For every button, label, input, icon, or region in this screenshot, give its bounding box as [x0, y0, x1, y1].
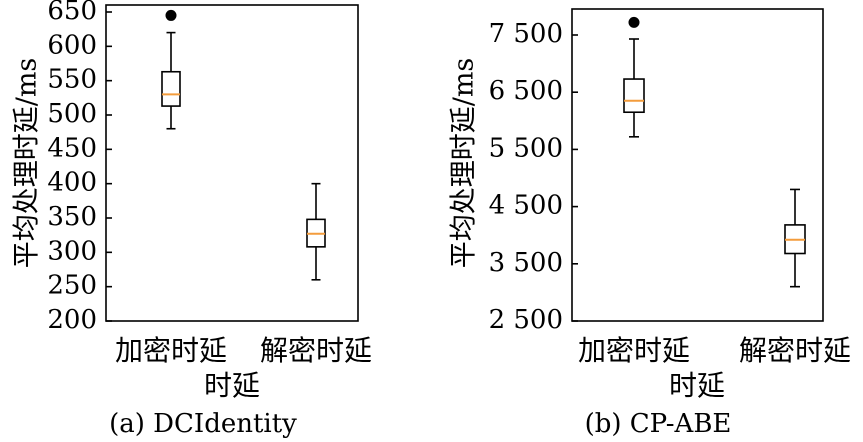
outlier-point [165, 9, 177, 21]
y-tick-label: 650 [47, 0, 97, 26]
y-tick-label: 550 [47, 65, 97, 95]
box-b-2 [784, 188, 806, 288]
y-tick-label: 5 500 [489, 133, 563, 163]
caption-b: (b) CP-ABE [585, 409, 732, 439]
y-tick-label: 3 500 [489, 248, 563, 278]
x-axis-label-b: 时延 [669, 369, 725, 402]
y-tick-label: 400 [47, 168, 97, 198]
y-tick-label: 6 500 [489, 76, 563, 106]
category-label: 加密时延 [115, 334, 227, 367]
y-tick-label: 450 [47, 133, 97, 163]
y-tick-label: 2 500 [489, 305, 563, 335]
caption-a: (a) DCIdentity [109, 409, 297, 439]
y-ticks-b: 2 500 3 500 4 500 5 500 6 500 7 500 [489, 19, 578, 335]
y-tick-label: 250 [47, 271, 97, 301]
y-tick-label: 600 [47, 30, 97, 60]
y-tick-label: 200 [47, 305, 97, 335]
y-tick-label: 500 [47, 99, 97, 129]
x-axis-label-a: 时延 [204, 369, 260, 402]
y-tick-label: 300 [47, 236, 97, 266]
iqr-box [623, 78, 645, 114]
category-label: 解密时延 [260, 334, 372, 367]
y-ticks-a: 200 250 300 350 400 450 500 550 600 650 [47, 0, 112, 335]
y-tick-label: 350 [47, 202, 97, 232]
box-a-2 [306, 182, 326, 281]
boxes-b [623, 16, 806, 288]
plot-frame-b [571, 8, 824, 322]
categories-a: 加密时延 解密时延 [115, 334, 372, 367]
category-label: 解密时延 [739, 334, 851, 367]
y-tick-label: 7 500 [489, 19, 563, 49]
box-a-1 [161, 9, 181, 130]
plot-frame-a [105, 4, 359, 322]
outlier-point [628, 16, 640, 28]
y-tick-label: 4 500 [489, 191, 563, 221]
boxes-a [161, 9, 326, 281]
y-axis-label-a: 平均处理时延/ms [12, 58, 43, 269]
category-label: 加密时延 [578, 334, 690, 367]
iqr-box [161, 70, 181, 107]
categories-b: 加密时延 解密时延 [578, 334, 851, 367]
y-axis-label-b: 平均处理时延/ms [449, 58, 480, 269]
box-b-1 [623, 16, 645, 138]
